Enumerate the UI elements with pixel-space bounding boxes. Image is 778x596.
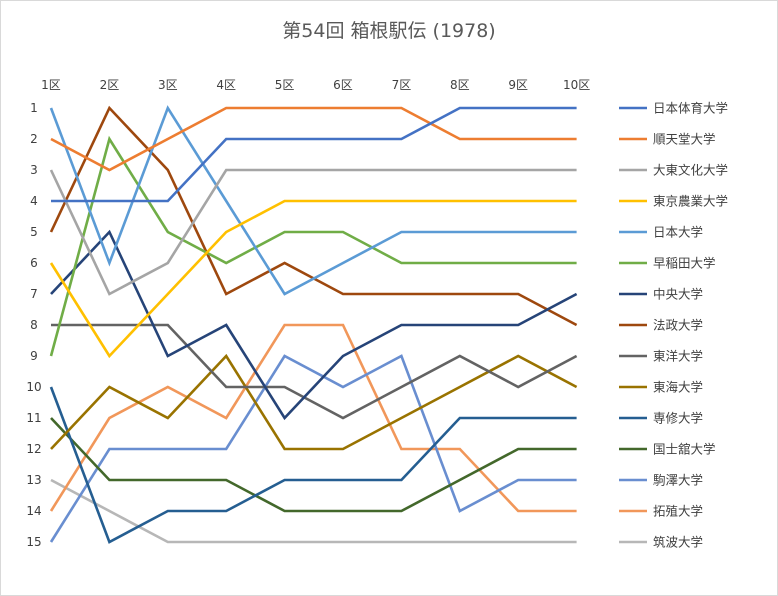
legend-entry: 筑波大学 [653, 535, 703, 550]
y-tick-label: 15 [26, 535, 41, 549]
x-tick-label: 1区 [41, 78, 61, 92]
y-tick-label: 1 [30, 101, 38, 115]
legend-entry: 順天堂大学 [653, 132, 716, 147]
x-tick-label: 2区 [100, 78, 120, 92]
x-tick-label: 9区 [508, 78, 528, 92]
series-line-6 [49, 135, 577, 357]
series-line-1 [51, 106, 577, 203]
series-line-5 [49, 105, 577, 296]
legend-entry: 拓殖大学 [653, 504, 703, 519]
series-line-11 [49, 386, 577, 544]
plot-area [49, 105, 578, 544]
series-line-13 [49, 354, 577, 543]
y-tick-label: 5 [30, 225, 38, 239]
x-tick-label: 6区 [333, 78, 353, 92]
legend-entry: 国士舘大学 [653, 442, 716, 457]
legend-entry: 東京農業大学 [653, 194, 728, 209]
legend-entry: 東洋大学 [653, 349, 703, 364]
x-tick-label: 4区 [216, 78, 236, 92]
chart-title: 第54回 箱根駅伝 (1978) [282, 20, 495, 42]
y-tick-label: 7 [30, 287, 38, 301]
y-tick-label: 3 [30, 163, 38, 177]
legend-entry: 法政大学 [653, 318, 703, 333]
legend-entry: 東海大学 [653, 380, 703, 395]
y-tick-label: 14 [26, 504, 41, 518]
x-tick-label: 8区 [450, 78, 470, 92]
series-line-3 [49, 168, 577, 296]
series-line-12 [50, 417, 577, 513]
legend: 日本体育大学順天堂大学大東文化大学東京農業大学日本大学早稲田大学中央大学法政大学… [619, 101, 728, 550]
y-tick-label: 10 [26, 380, 41, 394]
legend-entry: 駒澤大学 [653, 473, 703, 488]
legend-entry: 日本体育大学 [653, 101, 728, 116]
legend-entry: 日本大学 [653, 225, 703, 240]
series-line-4 [49, 199, 577, 359]
series-line-8 [49, 105, 578, 327]
y-tick-label: 6 [30, 256, 38, 270]
x-tick-label: 7区 [392, 78, 412, 92]
y-tick-label: 13 [26, 473, 41, 487]
x-tick-label: 5区 [275, 78, 295, 92]
legend-entry: 専修大学 [653, 411, 703, 426]
y-tick-label: 2 [30, 132, 38, 146]
series-line-2 [50, 106, 577, 172]
y-tick-label: 9 [30, 349, 38, 363]
y-tick-label: 4 [30, 194, 38, 208]
x-axis-labels: 1区 2区 3区 4区 5区 6区 7区 8区 9区 10区 [41, 78, 590, 92]
x-tick-label: 10区 [563, 78, 590, 92]
legend-entry: 中央大学 [653, 287, 703, 302]
series-line-7 [50, 229, 578, 421]
y-tick-label: 8 [30, 318, 38, 332]
x-tick-label: 3区 [158, 78, 178, 92]
legend-entry: 早稲田大学 [653, 256, 716, 271]
legend-entry: 大東文化大学 [653, 163, 728, 178]
y-tick-label: 12 [26, 442, 41, 456]
y-tick-label: 11 [26, 411, 41, 425]
